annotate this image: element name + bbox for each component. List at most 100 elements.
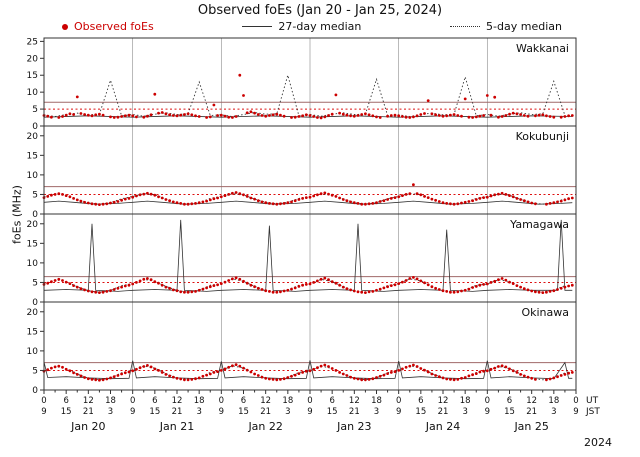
legend-label-median5: 5-day median [486, 20, 562, 33]
y-tick-label: 10 [27, 171, 39, 181]
jst-tick-label: 21 [83, 407, 94, 417]
ut-tick-label: 6 [63, 396, 68, 406]
ut-tick-label: 12 [438, 396, 449, 406]
y-tick-label: 20 [27, 54, 39, 64]
jst-tick-label: 15 [504, 407, 515, 417]
station-label: Wakkanai [516, 42, 569, 55]
jst-tick-label: 15 [415, 407, 426, 417]
observed-series [42, 363, 574, 382]
ut-tick-label: 12 [260, 396, 271, 406]
y-tick-label: 0 [32, 210, 38, 220]
ut-tick-label: 12 [526, 396, 537, 406]
y-tick-label: 15 [27, 151, 38, 161]
jst-tick-label: 15 [61, 407, 72, 417]
panel-wakkanai: 0 5 10 15 20 25 Wakkanai [27, 37, 577, 132]
jst-tick-label: 15 [327, 407, 338, 417]
y-tick-label: 5 [32, 366, 38, 376]
ut-tick-label: 0 [396, 396, 401, 406]
jst-tick-label: 9 [219, 407, 224, 417]
y-tick-label: 25 [27, 37, 38, 47]
date-label: Jan 20 [70, 420, 105, 433]
median5-line-swatch [450, 26, 481, 27]
median27-line [43, 200, 573, 205]
ut-tick-label: 6 [507, 396, 512, 406]
jst-tick-label: 3 [108, 407, 113, 417]
ut-tick-label: 18 [460, 396, 471, 406]
ut-caption: UT [586, 396, 599, 406]
legend-label-median27: 27-day median [278, 20, 362, 33]
median27-line-swatch [242, 26, 273, 27]
jst-tick-label: 15 [238, 407, 249, 417]
observed-series [42, 276, 574, 294]
legend: Observed foEs 27-day median 5-day median [62, 20, 562, 33]
ut-tick-label: 0 [573, 396, 578, 406]
median27-line [43, 360, 573, 380]
median5-line [43, 73, 566, 117]
ut-tick-label: 0 [307, 396, 312, 406]
y-tick-label: 20 [27, 132, 39, 142]
chart-title: Observed foEs (Jan 20 - Jan 25, 2024) [197, 3, 443, 18]
y-tick-label: 15 [27, 71, 38, 81]
date-label: Jan 22 [247, 420, 282, 433]
median27-line [43, 219, 573, 292]
y-tick-label: 20 [27, 308, 39, 318]
y-tick-label: 10 [27, 259, 39, 269]
year-label: 2024 [584, 436, 612, 449]
jst-tick-label: 21 [349, 407, 360, 417]
ut-tick-label: 6 [241, 396, 246, 406]
jst-tick-label: 15 [149, 407, 160, 417]
ut-tick-label: 12 [349, 396, 360, 406]
y-tick-label: 0 [32, 298, 38, 308]
y-tick-label: 0 [32, 122, 38, 132]
legend-item-observed: Observed foEs [62, 20, 154, 33]
median5-line [43, 278, 566, 293]
ut-tick-label: 18 [371, 396, 382, 406]
date-label: Jan 25 [513, 420, 548, 433]
y-tick-label: 5 [32, 105, 38, 115]
observed-series [42, 183, 574, 207]
ut-tick-label: 12 [83, 396, 94, 406]
ut-tick-label: 6 [329, 396, 334, 406]
panel-yamagawa: 0 5 10 15 20 Yamagawa [27, 213, 577, 308]
jst-tick-label: 9 [130, 407, 135, 417]
y-tick-label: 5 [32, 278, 38, 288]
ut-tick-label: 6 [152, 396, 157, 406]
ut-tick-label: 0 [219, 396, 224, 406]
y-tick-label: 0 [32, 386, 38, 396]
observed-dot-swatch [62, 23, 68, 30]
jst-tick-label: 3 [462, 407, 467, 417]
ut-tick-label: 12 [172, 396, 183, 406]
jst-tick-label: 21 [260, 407, 271, 417]
legend-item-median27: 27-day median [242, 20, 361, 33]
jst-tick-label: 9 [396, 407, 401, 417]
jst-tick-label: 21 [526, 407, 537, 417]
ut-tick-label: 6 [418, 396, 423, 406]
station-label: Yamagawa [509, 218, 569, 231]
jst-tick-label: 9 [307, 407, 312, 417]
ut-tick-label: 18 [548, 396, 559, 406]
legend-label-observed: Observed foEs [74, 20, 154, 33]
ut-tick-label: 0 [41, 396, 46, 406]
jst-tick-label: 3 [551, 407, 556, 417]
jst-tick-label: 21 [438, 407, 449, 417]
y-tick-label: 15 [27, 327, 38, 337]
jst-tick-label: 3 [374, 407, 379, 417]
jst-tick-label: 9 [41, 407, 46, 417]
observed-series [42, 73, 574, 120]
date-label: Jan 23 [336, 420, 371, 433]
median5-line [43, 193, 566, 205]
station-label: Kokubunji [516, 130, 569, 143]
date-label: Jan 24 [425, 420, 460, 433]
y-tick-label: 15 [27, 239, 38, 249]
panel-kokubunji: 0 5 10 15 20 Kokubunji [27, 125, 577, 220]
jst-caption: JST [585, 407, 600, 417]
ut-tick-label: 0 [130, 396, 135, 406]
panel-okinawa: 0 5 10 15 20 Okinawa [27, 301, 577, 396]
ut-tick-label: 0 [485, 396, 490, 406]
y-tick-label: 10 [27, 88, 39, 98]
jst-tick-label: 9 [573, 407, 578, 417]
ut-tick-label: 18 [194, 396, 205, 406]
y-tick-label: 10 [27, 347, 39, 357]
